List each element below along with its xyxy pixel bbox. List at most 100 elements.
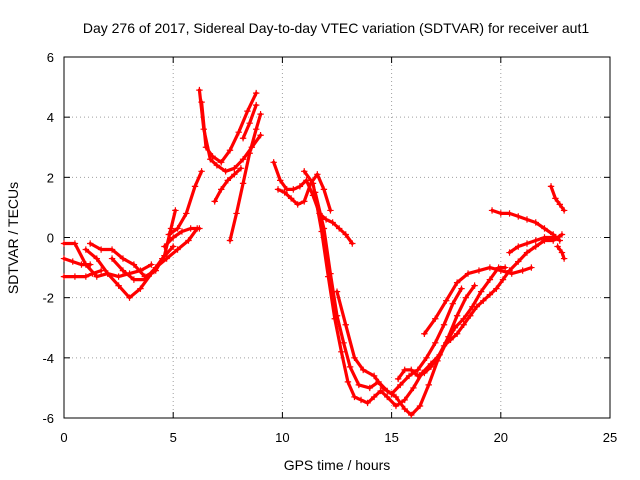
data-point xyxy=(60,273,68,280)
data-point xyxy=(130,276,138,283)
data-point xyxy=(414,366,422,374)
data-point xyxy=(550,234,557,241)
data-point xyxy=(202,144,210,151)
data-point xyxy=(303,177,310,184)
data-point xyxy=(244,107,251,115)
data-point xyxy=(379,384,387,392)
data-point xyxy=(196,86,203,94)
data-point xyxy=(270,159,277,166)
data-point xyxy=(333,288,341,295)
data-point xyxy=(560,255,568,262)
data-point xyxy=(137,285,144,292)
data-point xyxy=(440,342,448,349)
y-tick-labels: -6 -4 -2 0 2 4 6 xyxy=(42,50,54,426)
data-point xyxy=(233,210,240,217)
data-point xyxy=(357,396,365,404)
data-point xyxy=(394,375,402,383)
y-axis-label: SDTVAR / TECUs xyxy=(5,182,21,294)
data-point xyxy=(108,255,116,262)
data-point xyxy=(451,324,459,331)
data-point xyxy=(191,183,199,190)
data-point xyxy=(196,225,203,232)
data-point xyxy=(458,285,465,292)
data-point xyxy=(93,273,100,280)
data-point xyxy=(333,312,341,319)
series-layer xyxy=(60,86,568,419)
data-point xyxy=(523,216,531,223)
data-point xyxy=(342,231,349,238)
data-point xyxy=(414,372,422,380)
data-point xyxy=(486,291,494,298)
data-point xyxy=(432,315,439,322)
data-point xyxy=(322,216,330,223)
data-point xyxy=(252,101,260,109)
series-track-24 xyxy=(554,243,568,262)
data-point xyxy=(224,177,231,184)
x-tick-label: 0 xyxy=(60,430,67,445)
x-tick-labels: 0 5 10 15 20 25 xyxy=(60,430,617,445)
data-point xyxy=(432,339,439,346)
data-point xyxy=(460,315,467,322)
data-point xyxy=(453,279,461,286)
data-point xyxy=(335,225,343,232)
data-point xyxy=(130,261,138,268)
chart-title: Day 276 of 2017, Sidereal Day-to-day VTE… xyxy=(83,20,590,36)
data-point xyxy=(532,237,539,244)
data-point xyxy=(401,366,408,374)
data-point xyxy=(464,270,472,277)
data-point xyxy=(115,273,122,280)
data-point xyxy=(471,282,478,289)
data-point xyxy=(342,321,349,328)
data-point xyxy=(246,150,253,157)
data-point xyxy=(447,336,454,343)
data-point xyxy=(338,348,345,356)
series-track-10 xyxy=(198,89,260,166)
data-point xyxy=(556,237,563,244)
series-line xyxy=(313,190,507,417)
data-point xyxy=(311,189,319,196)
data-point xyxy=(427,363,435,371)
data-point xyxy=(360,366,367,374)
series-track-02 xyxy=(60,255,94,268)
data-point xyxy=(89,270,96,277)
data-point xyxy=(440,321,448,328)
data-point xyxy=(246,119,253,127)
series-track-18 xyxy=(333,285,465,398)
data-point xyxy=(71,240,79,247)
series-track-07 xyxy=(161,225,203,250)
grid-lines xyxy=(64,57,610,418)
data-point xyxy=(370,372,378,380)
data-point xyxy=(366,384,373,392)
y-tick-label: -6 xyxy=(42,411,54,426)
data-point xyxy=(218,186,225,193)
data-point xyxy=(497,267,504,274)
data-point xyxy=(501,264,509,271)
data-point xyxy=(178,228,186,235)
data-point xyxy=(560,207,568,214)
data-point xyxy=(497,210,504,217)
data-point xyxy=(237,165,245,172)
data-point xyxy=(209,153,216,160)
data-point xyxy=(329,219,336,226)
data-point xyxy=(410,384,417,392)
y-tick-label: 6 xyxy=(47,50,54,65)
data-point xyxy=(183,210,190,217)
data-point xyxy=(165,231,173,238)
series-line xyxy=(228,112,263,243)
series-track-08 xyxy=(165,168,205,238)
data-point xyxy=(443,297,450,304)
data-point xyxy=(401,396,408,404)
data-point xyxy=(421,369,428,377)
data-point xyxy=(558,249,566,256)
data-point xyxy=(82,246,90,253)
data-point xyxy=(355,381,363,389)
data-point xyxy=(172,207,179,214)
data-point xyxy=(541,225,548,232)
data-point xyxy=(344,378,352,386)
data-point xyxy=(506,249,513,256)
x-tick-label: 20 xyxy=(494,430,508,445)
x-tick-label: 15 xyxy=(384,430,398,445)
data-point xyxy=(493,285,500,292)
x-tick-label: 10 xyxy=(275,430,289,445)
data-point xyxy=(486,264,494,271)
